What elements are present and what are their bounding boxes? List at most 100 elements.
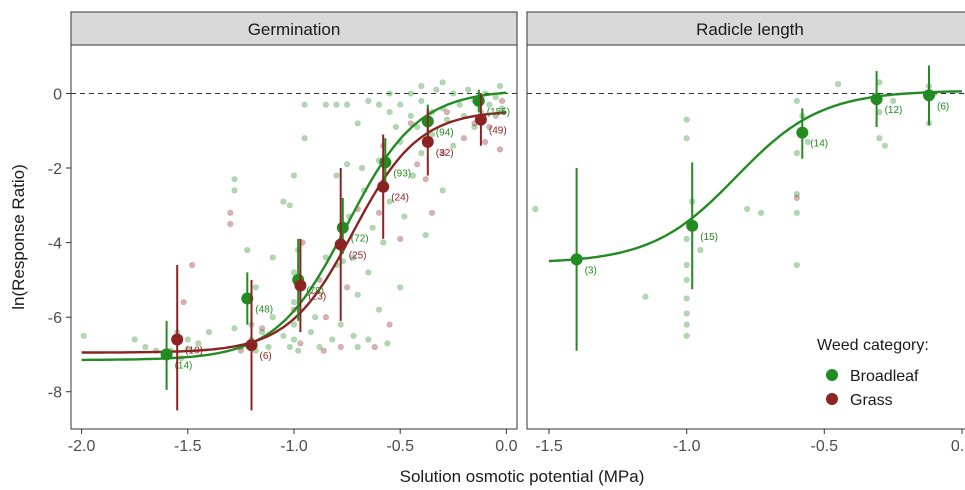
raw-point bbox=[354, 343, 361, 351]
raw-point bbox=[642, 293, 649, 300]
y-axis: 0 -2 -4 -6 -8 bbox=[48, 87, 71, 402]
x-tick-label: -1.0 bbox=[280, 438, 308, 455]
y-axis-title: ln(Response Ratio) bbox=[9, 164, 28, 310]
raw-point bbox=[386, 321, 393, 328]
fit-curves-germination bbox=[81, 91, 507, 362]
raw-point bbox=[320, 347, 327, 354]
raw-point bbox=[350, 332, 357, 339]
raw-point bbox=[407, 112, 414, 119]
mean-point-grass bbox=[171, 333, 184, 346]
raw-point bbox=[365, 97, 372, 104]
raw-point bbox=[422, 176, 429, 183]
raw-point bbox=[280, 332, 287, 339]
raw-point bbox=[499, 97, 506, 104]
fit-curve-broadleaf bbox=[81, 91, 507, 362]
sample-size-label: (48) bbox=[255, 305, 273, 316]
mean-point-broadleaf bbox=[472, 94, 485, 107]
mean-point-broadleaf bbox=[570, 253, 583, 266]
raw-point bbox=[486, 101, 493, 108]
sample-size-label: (25) bbox=[349, 251, 367, 262]
raw-point bbox=[414, 123, 421, 131]
mean-point-grass bbox=[334, 238, 347, 251]
raw-point bbox=[227, 209, 234, 216]
mean-point-broadleaf bbox=[923, 89, 935, 102]
raw-point bbox=[418, 150, 425, 157]
raw-point bbox=[344, 284, 351, 291]
raw-point bbox=[252, 284, 259, 291]
means-germination: (14) (48) (78) (72) (93) (94) (155) (10) (6) (23)… bbox=[160, 89, 510, 411]
raw-point bbox=[443, 108, 451, 116]
sample-size-label: (32) bbox=[436, 148, 454, 159]
raw-point bbox=[375, 101, 383, 108]
raw-point bbox=[834, 80, 842, 88]
raw-point bbox=[407, 90, 414, 97]
raw-point bbox=[414, 161, 421, 168]
raw-point bbox=[286, 202, 293, 209]
raw-point bbox=[205, 329, 213, 336]
sample-size-label: (14) bbox=[810, 139, 828, 150]
raw-point bbox=[793, 261, 800, 269]
raw-point bbox=[439, 79, 446, 86]
raw-point bbox=[460, 135, 468, 142]
y-tick-label: -2 bbox=[48, 161, 62, 178]
sample-size-label: (93) bbox=[393, 168, 411, 179]
raw-point bbox=[532, 205, 539, 213]
legend-label-broadleaf: Broadleaf bbox=[850, 368, 919, 385]
mean-point-grass bbox=[245, 339, 258, 352]
y-tick-label: -8 bbox=[48, 385, 62, 402]
raw-point bbox=[744, 205, 751, 213]
raw-point bbox=[322, 314, 330, 321]
raw-point bbox=[375, 209, 383, 216]
legend: Weed category: Broadleaf Grass bbox=[817, 337, 929, 409]
raw-point bbox=[433, 86, 440, 93]
raw-point bbox=[227, 220, 234, 228]
strip-title-radicle-length: Radicle length bbox=[696, 20, 804, 39]
raw-point bbox=[265, 343, 272, 351]
raw-point bbox=[333, 172, 340, 179]
sample-size-label: (155) bbox=[487, 107, 510, 118]
raw-point bbox=[322, 101, 330, 108]
raw-point bbox=[231, 176, 238, 183]
sample-size-label: (3) bbox=[585, 265, 597, 276]
mean-point-broadleaf bbox=[160, 348, 173, 361]
raw-point bbox=[757, 209, 765, 216]
legend-key-grass bbox=[826, 393, 838, 405]
raw-point bbox=[189, 261, 196, 269]
sample-size-label: (10) bbox=[185, 346, 203, 357]
sample-size-label: (24) bbox=[391, 193, 409, 204]
raw-point bbox=[486, 123, 493, 131]
raw-point bbox=[386, 90, 393, 97]
mean-point-broadleaf bbox=[379, 156, 392, 169]
mean-point-broadleaf bbox=[241, 292, 254, 305]
raw-point bbox=[231, 325, 238, 332]
raw-point bbox=[301, 135, 308, 142]
raw-point bbox=[244, 246, 251, 254]
raw-point bbox=[269, 314, 276, 321]
strip-radicle-length bbox=[526, 11, 965, 46]
strip-germination bbox=[70, 11, 518, 46]
fit-curves-radicle-length bbox=[548, 90, 963, 263]
raw-point bbox=[259, 329, 266, 336]
raw-point bbox=[683, 295, 690, 302]
x-tick-label: -0.5 bbox=[386, 438, 414, 455]
raw-point bbox=[344, 101, 351, 108]
raw-point bbox=[683, 276, 690, 284]
raw-point bbox=[697, 246, 704, 254]
raw-point bbox=[450, 142, 457, 149]
raw-point bbox=[876, 135, 883, 142]
raw-point bbox=[793, 97, 800, 104]
raw-point bbox=[371, 343, 378, 351]
x-tick-label: -1.0 bbox=[673, 438, 701, 455]
raw-point bbox=[450, 90, 457, 97]
raw-point bbox=[280, 198, 287, 205]
raw-point bbox=[793, 209, 800, 216]
raw-point bbox=[312, 314, 319, 321]
x-tick-label: 0.0 bbox=[951, 438, 965, 455]
x-axis-title: Solution osmotic potential (MPa) bbox=[400, 467, 645, 486]
raw-point bbox=[333, 101, 340, 108]
raw-point bbox=[407, 120, 414, 127]
y-tick-label: -6 bbox=[48, 310, 62, 327]
raw-point bbox=[439, 187, 446, 194]
raw-point bbox=[301, 101, 308, 108]
raw-point bbox=[375, 306, 383, 313]
